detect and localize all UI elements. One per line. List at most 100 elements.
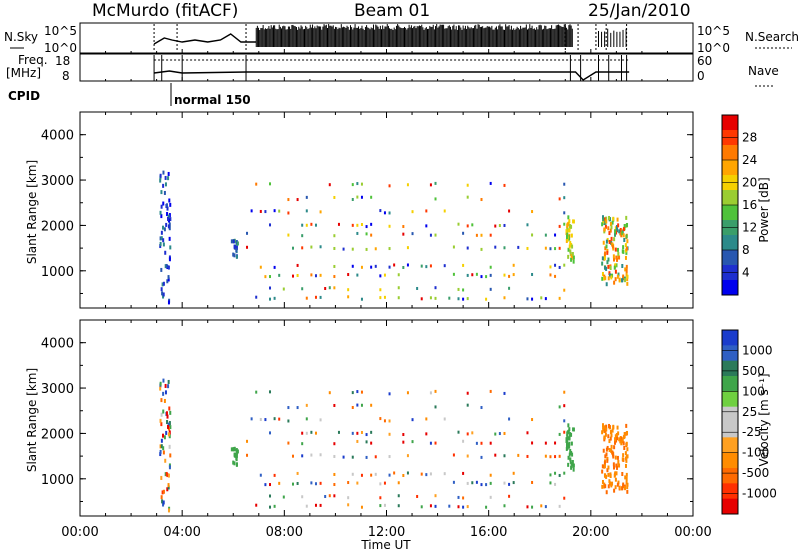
scatter-point [235, 456, 238, 461]
colorbar-frame [721, 329, 739, 515]
scatter-point [167, 379, 170, 384]
scatter-point [434, 389, 437, 393]
scatter-point [602, 423, 605, 428]
scatter-point [480, 406, 483, 410]
scatter-point [605, 282, 608, 287]
scatter-point [314, 274, 317, 278]
scatter-point [159, 449, 162, 454]
scatter-point [162, 450, 165, 455]
site-title: McMurdo (fitACF) [92, 1, 238, 21]
x-tick-label: 00:00 [61, 525, 98, 540]
scatter-point [166, 420, 169, 425]
scatter-point [566, 222, 569, 227]
scatter-point [624, 475, 627, 480]
y-tick-label: 2000 [41, 219, 74, 234]
scatter-point [466, 297, 469, 301]
scatter-point [616, 465, 619, 470]
colorbar-segment [722, 360, 738, 377]
scatter-point [566, 440, 569, 445]
colorbar-tick-label: 28 [742, 131, 757, 145]
scatter-point [305, 431, 308, 435]
scatter-point [604, 432, 607, 437]
colorbar-segment [722, 235, 738, 251]
scatter-point [250, 209, 253, 213]
scatter-point [614, 269, 617, 274]
scatter-point [434, 233, 437, 237]
scatter-point [544, 441, 547, 445]
scatter-point [623, 446, 626, 451]
scatter-point [397, 286, 400, 290]
scatter-point [305, 195, 308, 199]
scatter-point [314, 482, 317, 486]
x-tick-label: 00:00 [674, 525, 711, 540]
scatter-point [567, 423, 570, 428]
scatter-point [614, 229, 617, 234]
colorbar-segment [722, 437, 738, 454]
scatter-point [614, 477, 617, 482]
scatter-point [162, 502, 165, 507]
scatter-point [425, 265, 428, 269]
scatter-point [625, 234, 628, 239]
scatter-point [558, 454, 561, 458]
scatter-point [526, 246, 529, 250]
scatter-point [626, 222, 629, 227]
scatter-point [558, 224, 561, 228]
scatter-point [333, 234, 336, 238]
scatter-point [351, 183, 354, 187]
scatter-point [278, 417, 281, 421]
scatter-point [601, 464, 604, 469]
scatter-point [616, 455, 619, 460]
scatter-point [406, 391, 409, 395]
scatter-point [351, 431, 354, 435]
colorbar-tick-label: 4 [742, 266, 750, 280]
scatter-point [425, 224, 428, 228]
scatter-point [566, 226, 569, 231]
scatter-point [567, 235, 570, 240]
scatter-point [605, 216, 608, 221]
scatter-point [617, 252, 620, 257]
scatter-point [328, 286, 331, 290]
scatter-point [319, 245, 322, 249]
scatter-point [480, 198, 483, 202]
velocity-y-axis: 1000 2000 3000 4000 [41, 319, 693, 502]
scatter-point [167, 275, 170, 280]
scatter-point [159, 386, 162, 391]
scatter-point [617, 463, 620, 468]
scatter-point [406, 454, 409, 458]
scatter-point [347, 288, 350, 292]
scatter-point [162, 433, 165, 438]
scatter-point [567, 462, 570, 467]
scatter-point [379, 209, 382, 213]
scatter-point [406, 263, 409, 267]
scatter-point [379, 274, 382, 278]
scatter-point [603, 217, 606, 222]
scatter-point [621, 231, 624, 236]
y-tick-label: 3000 [41, 174, 74, 189]
scatter-point [319, 481, 322, 485]
scatter-point [563, 419, 566, 423]
scatter-point [324, 495, 327, 499]
scatter-point [319, 503, 322, 507]
scatter-point [305, 223, 308, 227]
velocity-colorbar-label: Velocity [m s⁻¹] [757, 373, 771, 466]
scatter-point [616, 274, 619, 279]
scatter-point [388, 419, 391, 423]
scatter-point [603, 256, 606, 261]
scatter-point [612, 462, 615, 467]
scatter-point [613, 445, 616, 450]
scatter-point [603, 221, 606, 226]
scatter-point [319, 418, 322, 422]
scatter-point [605, 447, 608, 452]
scatter-point [624, 278, 627, 283]
scatter-point [443, 264, 446, 268]
scatter-point [168, 406, 171, 411]
scatter-point [333, 494, 336, 498]
scatter-point [554, 274, 557, 278]
scatter-point [471, 481, 474, 485]
scatter-point [616, 436, 619, 441]
colorbar-tick-label: 25 [742, 405, 757, 419]
scatter-point [167, 473, 170, 478]
scatter-point [164, 175, 167, 180]
scatter-point [160, 204, 163, 209]
